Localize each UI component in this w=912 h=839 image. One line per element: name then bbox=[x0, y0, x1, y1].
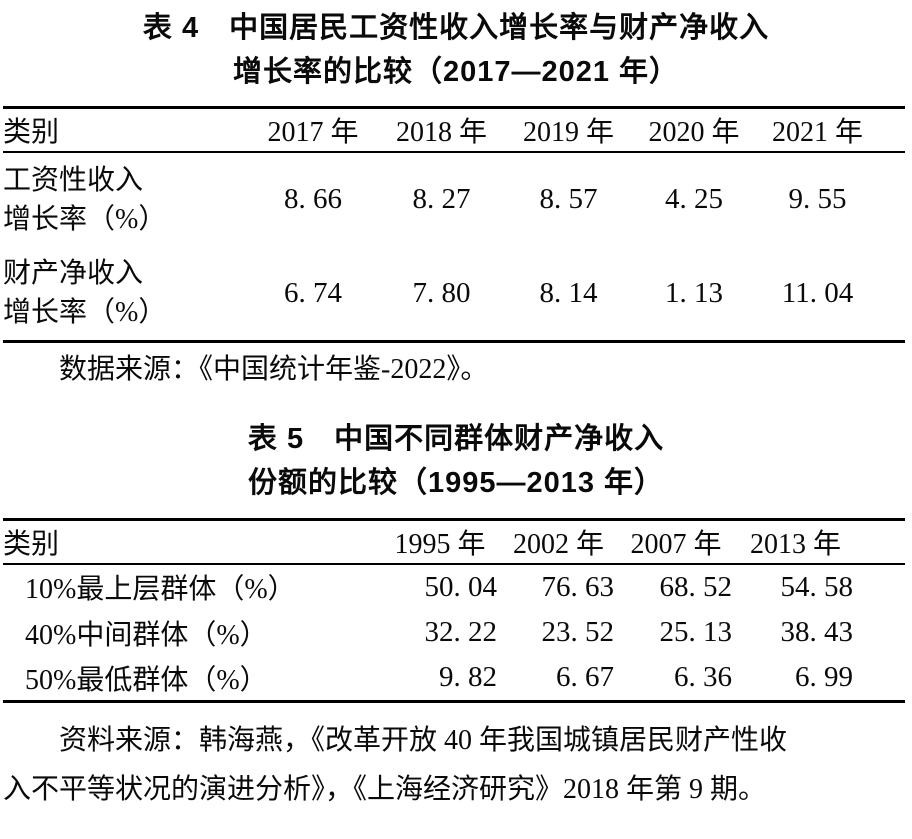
table4-header-row: 类别 2017 年 2018 年 2019 年 2020 年 2021 年 bbox=[3, 107, 905, 153]
table4-row1-label-line1: 工资性收入 bbox=[3, 164, 144, 196]
table4-header-year-2018: 2018 年 bbox=[378, 107, 505, 153]
table5-row2-value-2007: 25. 13 bbox=[659, 616, 733, 648]
table5-row1-value-2002: 76. 63 bbox=[541, 570, 615, 603]
table5-title-line2: 份额的比较（1995—2013 年） bbox=[247, 467, 665, 499]
table4-row2-value-2021: 11. 04 bbox=[781, 276, 854, 309]
table4: 类别 2017 年 2018 年 2019 年 2020 年 2021 年 工资… bbox=[3, 106, 905, 343]
table4-row2-label-line1: 财产净收入 bbox=[3, 258, 144, 290]
table4-source-note: 数据来源：《中国统计年鉴-2022》。 bbox=[59, 354, 489, 385]
table5-row1-value-2013: 54. 58 bbox=[780, 570, 854, 603]
table5-title-line1: 表 5 中国不同群体财产净收入 bbox=[247, 423, 665, 455]
table4-row2-label-line2: 增长率（%） bbox=[3, 297, 167, 329]
table5-row3-value-1995: 9. 82 bbox=[439, 661, 497, 694]
table4-row1-value-2017: 8. 66 bbox=[284, 183, 342, 215]
table5-row2-value-2013: 38. 43 bbox=[780, 616, 854, 648]
table5-row3-label: 50%最低群体（%） bbox=[25, 664, 268, 696]
table5-row2-label: 40%中间群体（%） bbox=[25, 619, 268, 651]
table4-row1-label-line2: 增长率（%） bbox=[3, 203, 167, 235]
table5-header-year-2013: 2013 年 bbox=[738, 519, 905, 565]
table5-source-note: 资料来源：韩海燕，《改革开放 40 年我国城镇居民财产性收 入不平等状况的演进分… bbox=[3, 716, 909, 814]
table5-source-note-line1: 资料来源：韩海燕，《改革开放 40 年我国城镇居民财产性收 bbox=[59, 725, 788, 756]
table5-header-category: 类别 bbox=[3, 519, 383, 565]
table5-header-row: 类别 1995 年 2002 年 2007 年 2013 年 bbox=[3, 519, 905, 565]
table4-title-line1: 表 4 中国居民工资性收入增长率与财产净收入 bbox=[142, 12, 770, 44]
table5-header-year-1995: 1995 年 bbox=[383, 519, 503, 565]
table5-header-year-2007: 2007 年 bbox=[620, 519, 738, 565]
table4-row2-value-2020: 1. 13 bbox=[665, 276, 723, 309]
table5-row2-value-2002: 23. 52 bbox=[541, 616, 615, 648]
table4-row1-value-2020: 4. 25 bbox=[665, 183, 723, 215]
table4-header-year-2017: 2017 年 bbox=[248, 107, 378, 153]
table5-row-top10: 10%最上层群体（%） 50. 04 76. 63 68. 52 54. 58 bbox=[3, 564, 905, 610]
table5-row2-value-1995: 32. 22 bbox=[424, 616, 498, 648]
table5-row3-value-2007: 6. 36 bbox=[674, 661, 732, 694]
table5-title: 表 5 中国不同群体财产净收入 份额的比较（1995—2013 年） bbox=[0, 417, 912, 505]
table5-row3-value-2013: 6. 99 bbox=[795, 661, 853, 694]
table4-row-wage-income: 工资性收入 增长率（%） 8. 66 8. 27 8. 57 4. 25 9. … bbox=[3, 152, 905, 247]
table5-row3-value-2002: 6. 67 bbox=[556, 661, 614, 694]
table4-header-category: 类别 bbox=[3, 107, 248, 153]
table4-title-line2: 增长率的比较（2017—2021 年） bbox=[232, 56, 680, 88]
table5-row-middle40: 40%中间群体（%） 32. 22 23. 52 25. 13 38. 43 bbox=[3, 610, 905, 656]
table5: 类别 1995 年 2002 年 2007 年 2013 年 10%最上层群体（… bbox=[3, 518, 905, 703]
table5-row1-value-1995: 50. 04 bbox=[424, 570, 498, 603]
table5-source-note-line2: 入不平等状况的演进分析》，《上海经济研究》2018 年第 9 期。 bbox=[3, 774, 767, 805]
table5-row1-label: 10%最上层群体（%） bbox=[25, 574, 296, 605]
table5-row-bottom50: 50%最低群体（%） 9. 82 6. 67 6. 36 6. 99 bbox=[3, 656, 905, 702]
table5-row1-value-2007: 68. 52 bbox=[659, 570, 733, 603]
table4-row2-value-2018: 7. 80 bbox=[412, 276, 471, 309]
table4-row2-value-2019: 8. 14 bbox=[539, 276, 598, 309]
table4-title: 表 4 中国居民工资性收入增长率与财产净收入 增长率的比较（2017—2021 … bbox=[0, 6, 912, 94]
table4-header-year-2020: 2020 年 bbox=[632, 107, 756, 153]
table4-row1-value-2021: 9. 55 bbox=[788, 183, 847, 215]
table4-row1-label: 工资性收入 增长率（%） bbox=[3, 152, 248, 247]
table4-row2-label: 财产净收入 增长率（%） bbox=[3, 247, 248, 342]
table4-row2-value-2017: 6. 74 bbox=[284, 276, 342, 309]
table4-header-year-2019: 2019 年 bbox=[505, 107, 632, 153]
table4-row1-value-2019: 8. 57 bbox=[539, 183, 598, 215]
table4-header-year-2021: 2021 年 bbox=[756, 107, 905, 153]
table5-header-year-2002: 2002 年 bbox=[503, 519, 620, 565]
table4-row1-value-2018: 8. 27 bbox=[412, 183, 471, 215]
table4-row-property-income: 财产净收入 增长率（%） 6. 74 7. 80 8. 14 1. 13 11.… bbox=[3, 247, 905, 342]
